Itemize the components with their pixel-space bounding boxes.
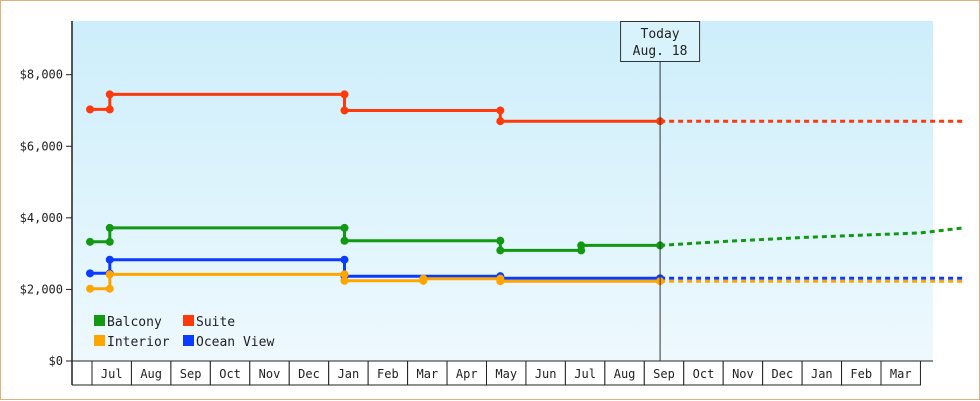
- data-point-ocean-view: [105, 255, 114, 264]
- x-tick-label: Jun: [535, 367, 557, 381]
- y-tick-label: $2,000: [20, 282, 63, 296]
- data-point-interior: [105, 270, 114, 279]
- x-month-cell: [722, 360, 764, 386]
- data-point-interior: [340, 276, 349, 285]
- x-tick-label: Jan: [811, 367, 833, 381]
- x-tick-label: Feb: [377, 367, 399, 381]
- x-month-cell: [328, 360, 369, 386]
- x-tick-label: Jul: [101, 367, 123, 381]
- x-month-cell: [604, 360, 645, 386]
- x-month-cell: [643, 360, 685, 386]
- x-tick-label: Nov: [732, 367, 754, 381]
- data-point-suite: [340, 106, 349, 115]
- today-date-label: Aug. 18: [633, 44, 688, 59]
- x-tick-label: Dec: [298, 367, 320, 381]
- data-point-interior: [340, 270, 349, 279]
- data-point-suite: [496, 117, 505, 126]
- legend-swatch-ocean-view: [183, 335, 194, 346]
- x-tick-label: Sep: [653, 367, 675, 381]
- data-point-ocean-view: [340, 255, 349, 264]
- x-tick-label: Oct: [219, 367, 241, 381]
- x-tick-label: Dec: [772, 367, 794, 381]
- today-callout-box: [620, 21, 701, 62]
- legend-label-ocean-view: Ocean View: [196, 335, 274, 350]
- x-month-cell: [486, 360, 527, 386]
- x-month-cell: [525, 360, 566, 386]
- x-month-cell: [130, 360, 172, 386]
- x-tick-label: May: [495, 367, 517, 381]
- data-point-balcony: [105, 237, 114, 246]
- x-month-cell: [91, 360, 132, 386]
- x-month-cell: [762, 360, 803, 386]
- x-month-cell: [841, 360, 882, 386]
- x-tick-label: Aug: [614, 367, 636, 381]
- x-month-cell: [880, 360, 921, 386]
- x-month-cell: [407, 360, 448, 386]
- x-tick-label: Aug: [140, 367, 162, 381]
- data-point-balcony: [577, 241, 586, 250]
- data-point-ocean-view: [86, 269, 95, 278]
- today-label: Today: [641, 27, 680, 42]
- legend-label-interior: Interior: [107, 335, 170, 350]
- data-point-suite: [105, 90, 114, 99]
- y-tick-label: $8,000: [20, 68, 63, 82]
- data-point-balcony: [86, 237, 95, 246]
- x-month-cell: [683, 360, 724, 386]
- x-month-cell: [801, 360, 843, 386]
- x-tick-label: Oct: [693, 367, 715, 381]
- data-point-suite: [86, 105, 95, 114]
- y-tick-label: $0: [49, 354, 63, 368]
- x-tick-label: Jul: [574, 367, 596, 381]
- x-month-cell: [367, 360, 409, 386]
- data-point-suite: [105, 105, 114, 114]
- data-point-balcony: [496, 236, 505, 245]
- x-tick-label: Mar: [890, 367, 912, 381]
- data-point-interior: [496, 277, 505, 286]
- x-tick-label: Feb: [850, 367, 872, 381]
- x-tick-label: Mar: [416, 367, 438, 381]
- x-tick-label: Nov: [259, 367, 281, 381]
- x-tick-label: Apr: [456, 367, 478, 381]
- x-tick-label: Sep: [180, 367, 202, 381]
- plot-area: [72, 21, 933, 361]
- y-tick-label: $4,000: [20, 211, 63, 225]
- data-point-suite: [340, 90, 349, 99]
- data-point-interior: [419, 274, 428, 283]
- x-month-cell: [288, 360, 330, 386]
- data-point-balcony: [340, 236, 349, 245]
- data-point-balcony: [105, 223, 114, 232]
- legend-swatch-suite: [183, 315, 194, 326]
- legend-swatch-balcony: [94, 315, 105, 326]
- data-point-interior: [105, 284, 114, 293]
- data-point-balcony: [340, 223, 349, 232]
- data-point-suite: [496, 106, 505, 115]
- legend-swatch-interior: [94, 335, 105, 346]
- data-point-balcony: [496, 246, 505, 255]
- x-month-cell: [564, 360, 606, 386]
- data-point-interior: [86, 284, 95, 293]
- y-tick-label: $6,000: [20, 139, 63, 153]
- x-tick-label: Jan: [338, 367, 360, 381]
- legend-label-suite: Suite: [196, 315, 235, 330]
- legend-label-balcony: Balcony: [107, 315, 162, 330]
